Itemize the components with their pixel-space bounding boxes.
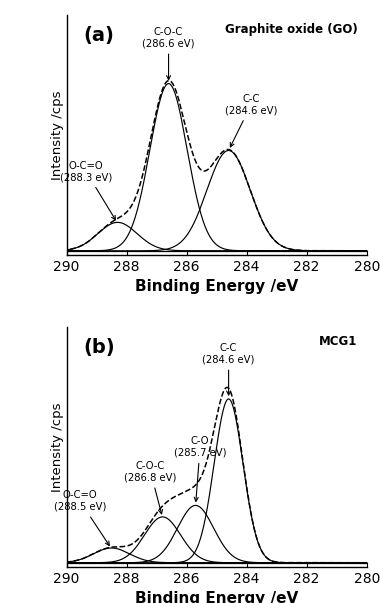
Text: C-C
(284.6 eV): C-C (284.6 eV) — [203, 343, 255, 395]
Y-axis label: Intensity /cps: Intensity /cps — [51, 402, 64, 491]
Text: MCG1: MCG1 — [319, 335, 358, 349]
Text: C-O
(285.7 eV): C-O (285.7 eV) — [174, 437, 226, 502]
Text: C-O-C
(286.8 eV): C-O-C (286.8 eV) — [124, 461, 177, 514]
X-axis label: Binding Energy /eV: Binding Energy /eV — [135, 279, 298, 294]
Text: C-C
(284.6 eV): C-C (284.6 eV) — [225, 94, 277, 147]
Text: (b): (b) — [83, 338, 115, 357]
Y-axis label: Intensity /cps: Intensity /cps — [51, 90, 64, 180]
Text: Graphite oxide (GO): Graphite oxide (GO) — [225, 24, 358, 36]
Text: C-O-C
(286.6 eV): C-O-C (286.6 eV) — [142, 27, 195, 80]
Text: (a): (a) — [83, 26, 114, 45]
X-axis label: Binding Energy /eV: Binding Energy /eV — [135, 591, 298, 603]
Text: O-C=O
(288.3 eV): O-C=O (288.3 eV) — [60, 160, 116, 219]
Text: O-C=O
(288.5 eV): O-C=O (288.5 eV) — [54, 490, 109, 546]
